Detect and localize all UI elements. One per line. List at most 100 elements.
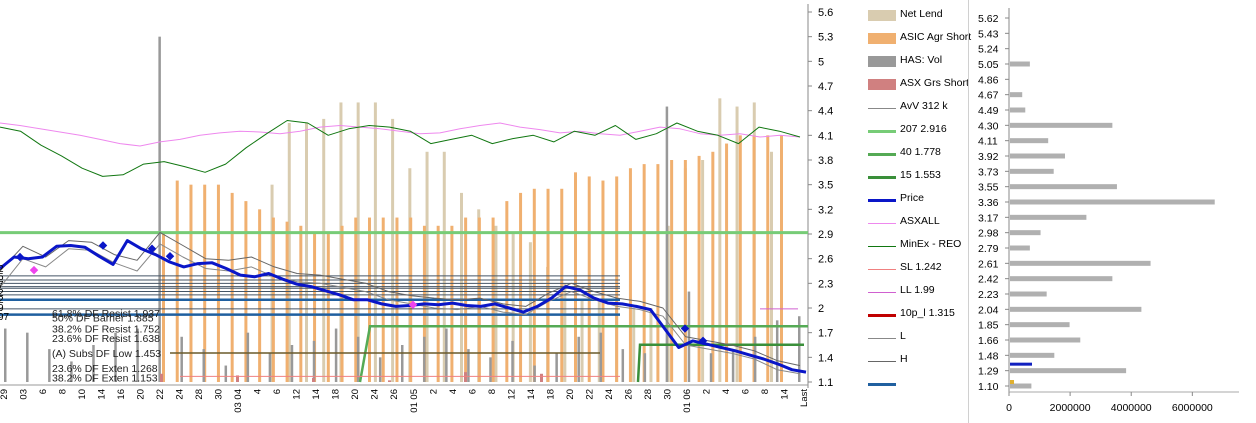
asic-agr-short-bar <box>175 180 179 382</box>
has-vol-bar <box>246 332 250 382</box>
x-tick-label: 8 <box>58 389 69 394</box>
x-tick-group: 01 05 <box>409 389 420 413</box>
y-tick-label: 5.3 <box>818 32 833 44</box>
asic-agr-short-bar <box>615 176 619 382</box>
x-tick-label: 4 <box>448 389 459 394</box>
net-lend-bar <box>356 102 360 382</box>
x-tick-label: 14 <box>526 389 537 400</box>
legend-swatch <box>868 314 896 317</box>
x-tick-group: Last <box>799 389 810 407</box>
x-tick-label: 8 <box>760 389 771 394</box>
vol-x-tick-label: 2000000 <box>1050 402 1091 414</box>
has-vol-bar <box>445 328 448 382</box>
vol-x-tick-label: 4000000 <box>1111 402 1152 414</box>
has-vol-bar <box>577 336 580 382</box>
x-tick-label: 24 <box>604 389 615 400</box>
x-tick-label: 14 <box>311 389 322 400</box>
legend-swatch <box>868 199 896 202</box>
pink-marker <box>29 265 39 275</box>
vol-bar <box>1010 337 1081 343</box>
x-tick-label: 6 <box>272 389 283 394</box>
x-tick-label: 4 <box>721 389 732 394</box>
vol-y-tick-label: 1.85 <box>978 320 999 332</box>
x-tick-group: 12 <box>292 389 303 400</box>
x-tick-label: 24 <box>175 389 186 400</box>
left-cut-label: 2 <box>0 264 4 275</box>
y-tick-label: 4.1 <box>818 130 833 142</box>
low-line <box>0 243 801 375</box>
x-tick-group: 6 <box>740 389 751 394</box>
x-tick-group: 03 <box>19 389 30 400</box>
has-vol-bar <box>136 328 139 382</box>
x-tick-group: 10 <box>77 389 88 400</box>
y-tick-label: 3.2 <box>818 204 833 216</box>
x-tick-label: 14 <box>779 389 790 400</box>
legend-label: H <box>900 353 908 365</box>
vol-bar <box>1010 122 1113 128</box>
legend-label: Price <box>900 192 924 204</box>
vol-y-tick-label: 2.04 <box>978 304 999 316</box>
vol-bar <box>1010 184 1117 190</box>
asic-agr-short-bar <box>738 135 742 382</box>
has-vol-bar <box>70 361 73 382</box>
asic-agr-short-bar <box>285 221 289 382</box>
x-tick-label: 03 04 <box>233 389 244 413</box>
y-tick-label: 2 <box>818 303 824 315</box>
x-tick-label: 10 <box>77 389 88 400</box>
x-tick-label: 29 <box>0 389 10 400</box>
net-lend-bar <box>425 151 429 382</box>
legend-item: AvV 312 k <box>860 100 968 116</box>
legend-item: ASXALL <box>860 215 968 231</box>
x-tick-group: 26 <box>389 389 400 400</box>
x-tick-label: 30 <box>214 389 225 400</box>
vol-y-tick-label: 2.79 <box>978 243 999 255</box>
legend-swatch <box>868 176 896 179</box>
has-vol-bar <box>731 349 735 382</box>
has-vol-bar <box>224 365 228 382</box>
legend-swatch <box>868 10 896 21</box>
x-tick-group: 2 <box>701 389 712 394</box>
asic-agr-short-bar <box>601 180 605 382</box>
price-chart: 5.6 5.3 5 4.7 4.4 4.1 3.8 3.5 3.2 2.9 2.6 2.3 2 1.7 1.… <box>0 4 833 413</box>
has-vol-bar <box>158 36 161 383</box>
net-lend-bar <box>597 299 601 382</box>
y-tick-label: 3.8 <box>818 155 833 167</box>
vol-y-tick-label: 4.30 <box>978 120 999 132</box>
net-lend-bar <box>580 299 584 382</box>
x-tick-group: 20 <box>136 389 147 400</box>
x-tick-label: 4 <box>253 389 264 394</box>
net-lend-bar <box>632 308 636 382</box>
has-vol-bar <box>555 353 558 382</box>
x-tick-label: 6 <box>38 389 49 394</box>
vol-bar <box>1010 291 1047 297</box>
x-tick-label: 16 <box>116 389 127 400</box>
asx-grs-short-bar <box>160 373 163 382</box>
x-tick-label: 6 <box>467 389 478 394</box>
asic-agr-short-bar <box>656 164 660 382</box>
x-tick-label: 28 <box>643 389 654 400</box>
vol-bar <box>1010 306 1142 312</box>
x-tick-group: 8 <box>487 389 498 394</box>
asic-agr-short-bar <box>258 209 262 382</box>
asic-agr-short-bar <box>683 160 687 382</box>
vol-y-tick-label: 4.11 <box>978 136 998 148</box>
x-tick-label: 30 <box>662 389 673 400</box>
asic-agr-short-bar <box>697 155 701 382</box>
has-vol-bar <box>401 345 404 382</box>
vol-y-tick-label: 5.05 <box>978 59 999 71</box>
net-lend-bar <box>305 123 308 382</box>
fib-label: 61.8% DF Resist 1.937 <box>52 308 160 320</box>
vol-x-tick-label: 6000000 <box>1172 402 1213 414</box>
has-vol-bar <box>378 357 382 382</box>
has-vol-bar <box>180 336 183 382</box>
asic-agr-short-bar <box>299 225 303 382</box>
legend-label: MinEx - REO <box>900 238 962 250</box>
legend-item: Net Lend <box>860 8 968 24</box>
left-cut-label: 9 <box>0 303 4 314</box>
y-tick-label: 2.9 <box>818 229 833 241</box>
left-cut-label: 97 <box>0 312 10 323</box>
x-tick-label: 20 <box>565 389 576 400</box>
x-tick-group: 4 <box>253 389 264 394</box>
has-vol-bar <box>114 332 117 382</box>
price-marker <box>98 241 108 250</box>
